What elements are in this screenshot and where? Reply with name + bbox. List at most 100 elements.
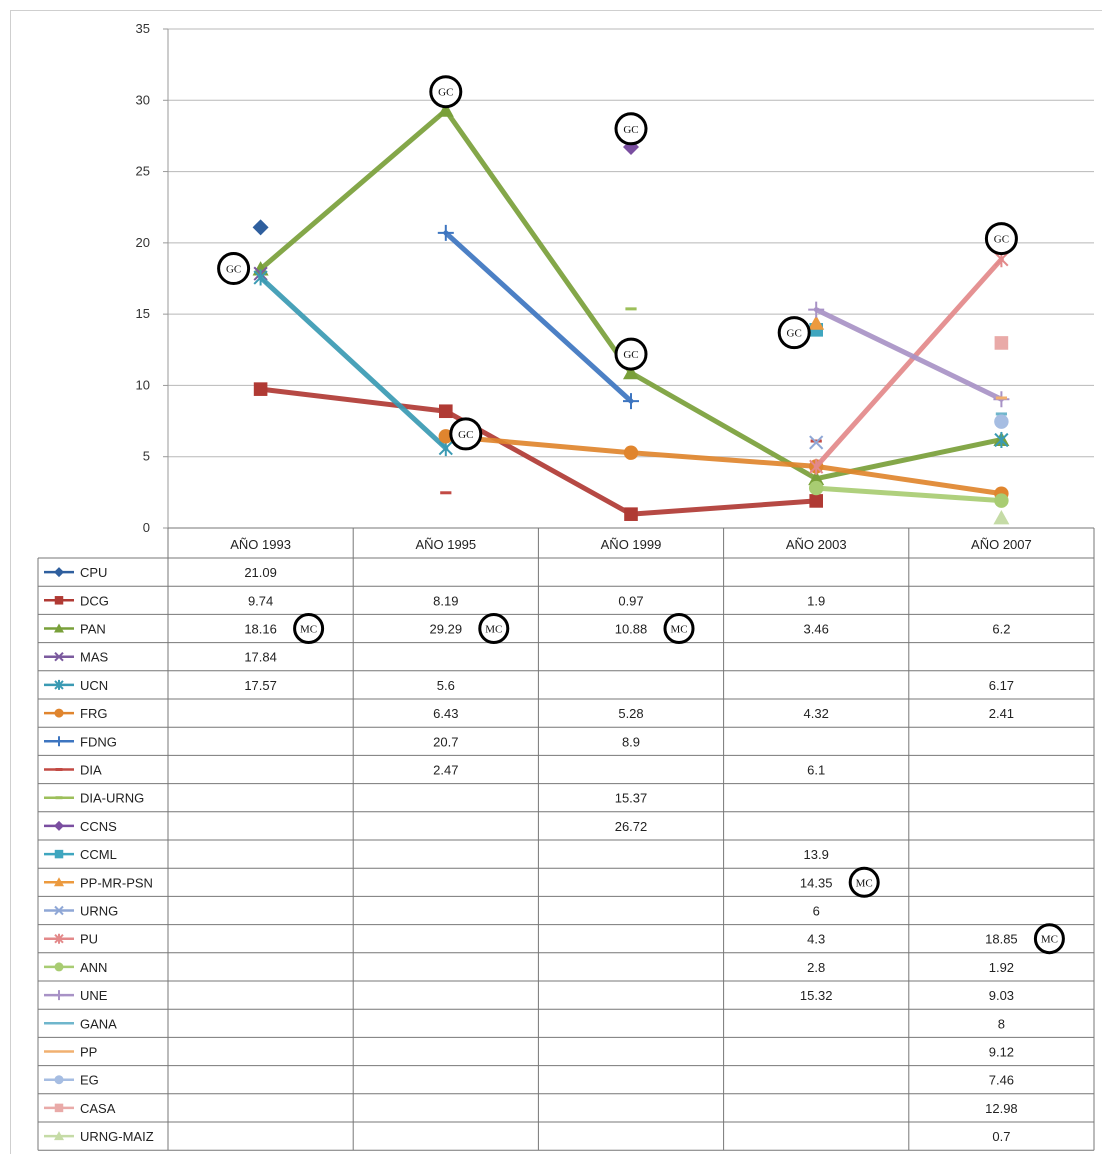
series-casa — [994, 336, 1009, 350]
table-cell-value: 9.03 — [989, 988, 1014, 1003]
table-cell-value: 15.32 — [800, 988, 833, 1003]
legend-label: FDNG — [80, 734, 117, 749]
legend-swatch-marker — [54, 1103, 64, 1113]
mc-annotation-text: MC — [1041, 934, 1058, 946]
legend-label: MAS — [80, 650, 109, 665]
data-point — [253, 382, 268, 396]
gc-annotation-text: GC — [438, 87, 453, 99]
gc-annotation-text: GC — [458, 429, 473, 441]
y-tick-label: 0 — [143, 520, 150, 535]
table-row: ANN 2.8 1.92 — [44, 960, 1014, 975]
gc-annotation-circle: GC — [217, 252, 251, 286]
series-group — [252, 102, 1010, 525]
table-row: UCN 17.57 5.6 6.17 — [44, 678, 1014, 693]
mc-annotation-text: MC — [856, 877, 873, 889]
data-point — [809, 458, 824, 475]
table-row: GANA 8 — [44, 1016, 1005, 1031]
legend-swatch-marker — [54, 990, 64, 1001]
series-line-segment — [813, 485, 1004, 504]
legend-label: DIA — [80, 763, 102, 778]
table-cell-value: 20.7 — [433, 734, 458, 749]
data-point — [809, 435, 824, 450]
table-cell-value: 2.41 — [989, 706, 1014, 721]
series-line-segment — [258, 275, 449, 451]
series-pan — [252, 102, 1010, 486]
gc-annotation-text: GC — [787, 328, 802, 340]
table-cell-value: 2.8 — [807, 960, 825, 975]
x-category-label: AÑO 2007 — [971, 537, 1032, 552]
table-cell-value: 6.17 — [989, 678, 1014, 693]
data-table: AÑO 1993 AÑO 1995 AÑO 1999 AÑO 2003 AÑO 2007… — [37, 527, 1095, 1151]
table-cell-value: 14.35 — [800, 875, 833, 890]
table-cell-value: 1.92 — [989, 960, 1014, 975]
legend-swatch-marker — [54, 679, 64, 690]
table-cell-value: 26.72 — [615, 819, 648, 834]
data-point — [252, 219, 269, 236]
table-row: PP-MR-PSN 14.35 — [44, 875, 832, 890]
mc-annotation-circle: MC — [848, 866, 880, 898]
data-point — [809, 480, 824, 496]
x-category-label: AÑO 2003 — [786, 537, 847, 552]
table-row: DCG 9.74 8.19 0.97 1.9 — [44, 593, 825, 608]
data-point — [253, 269, 268, 286]
table-row: EG 7.46 — [44, 1073, 1014, 1088]
mc-annotation-text: MC — [300, 624, 317, 636]
data-point — [809, 494, 823, 508]
mc-annotation-text: MC — [485, 624, 502, 636]
legend-label: URNG-MAIZ — [80, 1129, 154, 1144]
gc-annotation-circle: GC — [429, 75, 463, 109]
data-point — [994, 414, 1009, 429]
table-cell-value: 18.16 — [244, 622, 277, 637]
series-dcg — [253, 382, 823, 521]
legend-label: ANN — [80, 960, 107, 975]
data-point — [808, 301, 825, 318]
y-tick-label: 25 — [136, 164, 150, 179]
table-cell-value: 12.98 — [985, 1101, 1018, 1116]
series-dia — [440, 439, 822, 495]
table-cell-value: 15.37 — [615, 791, 648, 806]
series-line-segment — [443, 107, 634, 376]
gridlines: 0 5 10 15 20 25 30 35 — [136, 21, 1094, 535]
legend-label: URNG — [80, 904, 118, 919]
gc-annotation-circle: GC — [614, 337, 648, 371]
data-point — [437, 224, 454, 241]
table-cell-value: 18.85 — [985, 932, 1018, 947]
table-row: FRG 6.43 5.28 4.32 2.41 — [44, 706, 1014, 721]
series-ucn — [253, 269, 1009, 457]
table-cell-value: 5.28 — [618, 706, 643, 721]
series-une — [808, 301, 1010, 408]
table-cell-value: 6.1 — [807, 763, 825, 778]
y-tick-label: 5 — [143, 449, 150, 464]
data-point — [252, 261, 269, 276]
data-point — [993, 510, 1010, 525]
table-row: FDNG 20.7 8.9 — [44, 734, 640, 749]
table-cell-value: 8 — [998, 1016, 1005, 1031]
table-row: UNE 15.32 9.03 — [44, 988, 1014, 1003]
legend-label: PP — [80, 1045, 97, 1060]
table-row: DIA-URNG 15.37 — [44, 791, 647, 806]
gc-annotation-text: GC — [994, 234, 1009, 246]
table-row: PU 4.3 18.85 — [44, 932, 1018, 947]
y-tick-label: 10 — [136, 377, 150, 392]
legend-label: EG — [80, 1073, 99, 1088]
table-cell-value: 9.74 — [248, 593, 273, 608]
table-cell-value: 6 — [813, 904, 820, 919]
table-row: PAN 18.16 29.29 10.88 3.46 6.2 — [44, 622, 1010, 637]
legend-label: UCN — [80, 678, 108, 693]
table-cell-value: 0.7 — [992, 1129, 1010, 1144]
series-line-segment — [443, 230, 634, 404]
annotation-circles: GC GC GC GC GC GC GC MC MC MC MC MC — [217, 75, 1065, 955]
x-category-label: AÑO 1993 — [230, 537, 291, 552]
legend-label: GANA — [80, 1016, 117, 1031]
mc-annotation-circle: MC — [478, 613, 510, 644]
table-cell-value: 13.9 — [804, 847, 829, 862]
y-tick-label: 20 — [136, 235, 150, 250]
series-cpu — [252, 219, 269, 236]
series-line-segment — [628, 370, 819, 482]
table-row: DIA 2.47 6.1 — [44, 763, 825, 778]
data-point — [623, 445, 639, 460]
legend-label: DIA-URNG — [80, 791, 144, 806]
series-line-segment — [258, 386, 449, 414]
table-cell-value: 6.2 — [992, 622, 1010, 637]
legend-label: FRG — [80, 706, 107, 721]
